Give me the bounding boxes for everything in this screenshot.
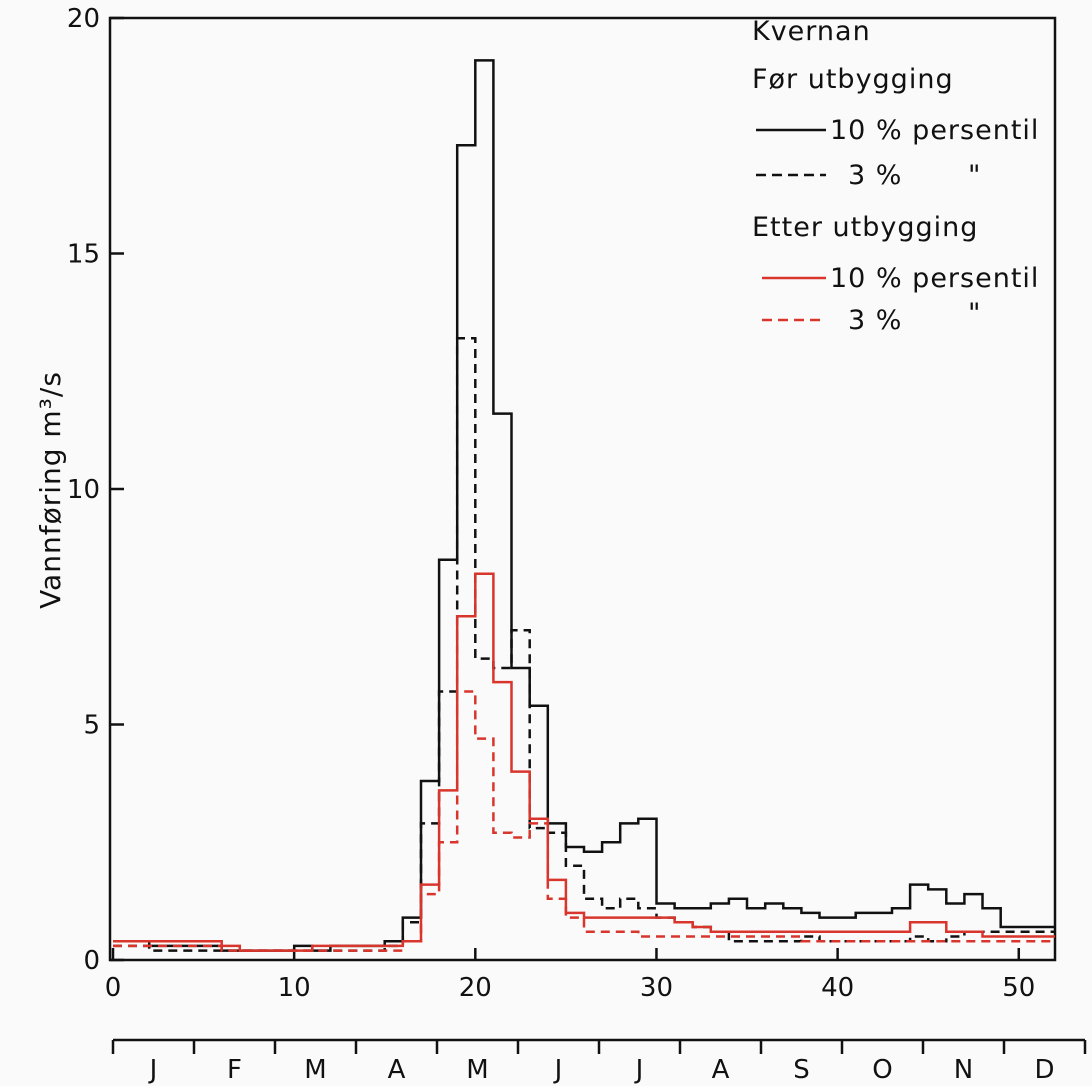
- plot-frame: [108, 16, 1057, 962]
- y-tick-label: 20: [67, 4, 100, 34]
- month-label: A: [712, 1055, 730, 1085]
- legend-ditto-after: ": [968, 298, 981, 329]
- y-tick-label: 5: [83, 711, 100, 741]
- month-label: M: [466, 1055, 488, 1085]
- series-line-3: [113, 572, 1055, 952]
- y-tick-label: 10: [67, 475, 100, 505]
- series-line-2: [113, 337, 1055, 952]
- x-tick-label: 10: [278, 973, 311, 1003]
- month-label: S: [793, 1055, 810, 1085]
- legend-label-before-3: 3 %: [848, 160, 902, 191]
- x-tick-label: 20: [459, 973, 492, 1003]
- x-tick-label: 50: [1002, 973, 1035, 1003]
- month-label: J: [553, 1055, 563, 1085]
- y-tick-label: 15: [67, 240, 100, 270]
- series-line-1: [113, 59, 1055, 952]
- series-line-4: [113, 690, 1055, 952]
- y-axis-ticks: 0 5 10 15 20: [67, 4, 124, 976]
- month-label: N: [954, 1055, 973, 1085]
- x-tick-label: 0: [105, 973, 122, 1003]
- month-label: J: [634, 1055, 644, 1085]
- month-label: F: [227, 1055, 242, 1085]
- legend-label-after-3: 3 %: [848, 305, 902, 336]
- month-label: O: [872, 1055, 892, 1085]
- legend-group-before: Før utbygging: [752, 64, 954, 95]
- month-label: D: [1034, 1055, 1054, 1085]
- legend-ditto-before: ": [968, 160, 981, 191]
- month-label: J: [148, 1055, 158, 1085]
- x-tick-label: 30: [640, 973, 673, 1003]
- x-axis-ticks: 0 10 20 30 40 50: [105, 948, 1035, 1003]
- month-label: M: [304, 1055, 326, 1085]
- x-tick-label: 40: [821, 973, 854, 1003]
- y-axis-label: Vannføring m³/s: [34, 371, 67, 609]
- month-label: A: [388, 1055, 406, 1085]
- series-layer: [113, 59, 1055, 952]
- legend-title: Kvernan: [752, 16, 871, 47]
- legend-group-after: Etter utbygging: [752, 212, 978, 243]
- legend-label-before-10: 10 % persentil: [830, 115, 1039, 146]
- legend: Kvernan Før utbygging 10 % persentil 3 %…: [752, 16, 1039, 336]
- y-tick-label: 0: [83, 946, 100, 976]
- legend-label-after-10: 10 % persentil: [830, 263, 1039, 294]
